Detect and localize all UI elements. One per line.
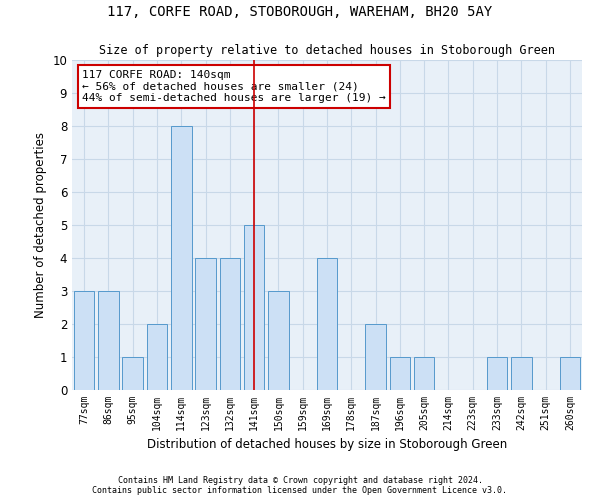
Bar bbox=[487, 357, 508, 390]
Bar bbox=[146, 324, 167, 390]
Bar bbox=[122, 357, 143, 390]
Bar bbox=[268, 291, 289, 390]
Text: 117, CORFE ROAD, STOBOROUGH, WAREHAM, BH20 5AY: 117, CORFE ROAD, STOBOROUGH, WAREHAM, BH… bbox=[107, 5, 493, 19]
Title: Size of property relative to detached houses in Stoborough Green: Size of property relative to detached ho… bbox=[99, 44, 555, 58]
Bar bbox=[220, 258, 240, 390]
X-axis label: Distribution of detached houses by size in Stoborough Green: Distribution of detached houses by size … bbox=[147, 438, 507, 452]
Text: 117 CORFE ROAD: 140sqm
← 56% of detached houses are smaller (24)
44% of semi-det: 117 CORFE ROAD: 140sqm ← 56% of detached… bbox=[82, 70, 386, 103]
Bar bbox=[195, 258, 216, 390]
Text: Contains HM Land Registry data © Crown copyright and database right 2024.
Contai: Contains HM Land Registry data © Crown c… bbox=[92, 476, 508, 495]
Bar bbox=[365, 324, 386, 390]
Bar bbox=[74, 291, 94, 390]
Bar bbox=[389, 357, 410, 390]
Bar bbox=[98, 291, 119, 390]
Bar bbox=[317, 258, 337, 390]
Bar bbox=[171, 126, 191, 390]
Bar bbox=[560, 357, 580, 390]
Bar bbox=[511, 357, 532, 390]
Bar bbox=[244, 225, 265, 390]
Bar bbox=[414, 357, 434, 390]
Y-axis label: Number of detached properties: Number of detached properties bbox=[34, 132, 47, 318]
